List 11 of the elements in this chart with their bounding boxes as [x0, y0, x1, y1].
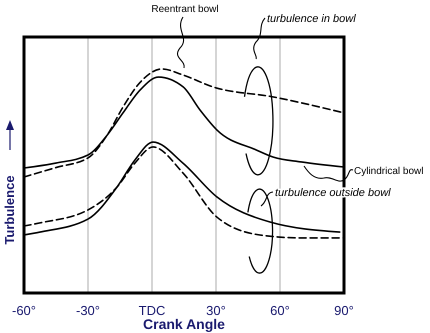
legend-label: Cylindrical bowl — [354, 166, 424, 177]
text: Reentrant bowl — [151, 4, 219, 15]
x-tick-label: 60° — [270, 303, 290, 318]
x-tick-label: -60° — [12, 303, 36, 318]
x-tick-label: 90° — [334, 303, 354, 318]
x-tick-label: -30° — [76, 303, 100, 318]
x-tick-label: 30° — [206, 303, 226, 318]
x-tick-label: TDC — [138, 303, 166, 318]
y-axis-title: Turbulence — [2, 175, 17, 245]
x-axis-title: Crank Angle — [143, 316, 226, 332]
text: turbulence in bowl — [267, 13, 356, 25]
